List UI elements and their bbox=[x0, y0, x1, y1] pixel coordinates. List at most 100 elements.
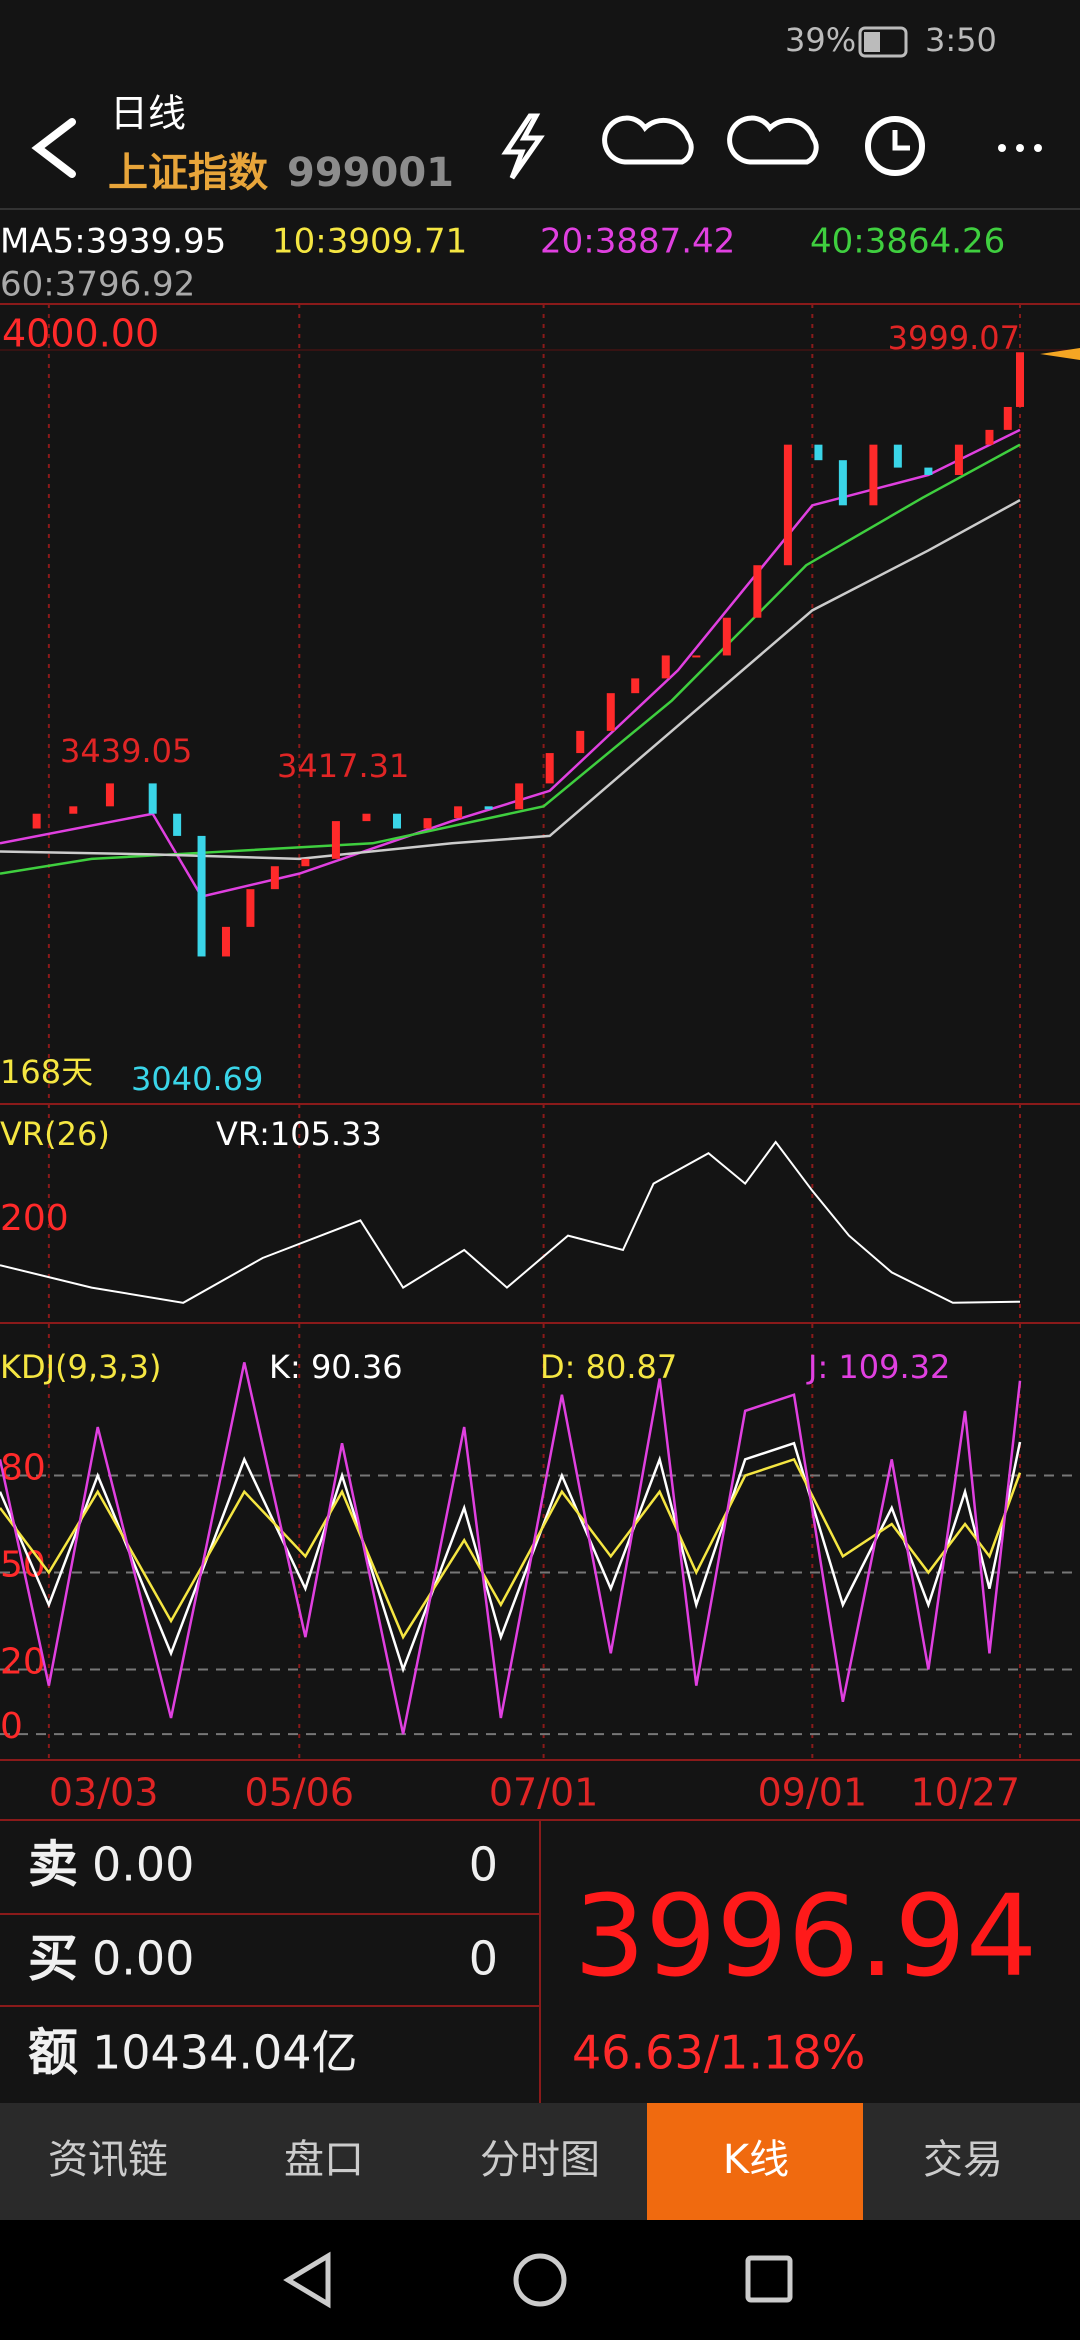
period: 日线 bbox=[110, 92, 186, 136]
candle bbox=[631, 678, 640, 694]
x-tick-label: 10/27 bbox=[910, 1771, 1020, 1815]
candle bbox=[301, 858, 310, 867]
tab-bar bbox=[0, 2103, 1080, 2220]
candle bbox=[173, 813, 182, 836]
x-tick-label: 05/06 bbox=[245, 1771, 355, 1815]
y-tick-label: 4000.00 bbox=[2, 312, 159, 356]
days-label: 168天 bbox=[0, 1053, 93, 1091]
back-button[interactable] bbox=[31, 118, 76, 178]
sell-price: 0.00 bbox=[92, 1838, 194, 1892]
candle bbox=[661, 655, 670, 679]
nav-back[interactable] bbox=[283, 2251, 331, 2309]
candle bbox=[954, 444, 963, 475]
index-code: 999001 bbox=[287, 150, 454, 196]
sell-volume: 0 bbox=[469, 1838, 498, 1892]
nav-bar bbox=[0, 2220, 1080, 2340]
candle bbox=[197, 835, 206, 957]
ma-line bbox=[0, 443, 1021, 875]
indicator-readout: K: 90.36 bbox=[269, 1348, 403, 1386]
candle bbox=[545, 753, 554, 784]
tabs: 资讯链 盘口 分时图 K线 交易 bbox=[48, 2103, 1003, 2220]
price-pointer bbox=[1040, 348, 1080, 360]
cloud-upload-icon[interactable] bbox=[727, 115, 819, 165]
indicator-readout: VR:105.33 bbox=[216, 1115, 382, 1153]
indicator-line bbox=[0, 1140, 1021, 1304]
candle bbox=[576, 730, 585, 754]
battery-icon bbox=[858, 26, 908, 58]
price-change: 46.63/1.18% bbox=[572, 2026, 865, 2080]
candle bbox=[270, 866, 279, 890]
ma-legend: MA5:3939.95 bbox=[0, 222, 226, 262]
candle bbox=[814, 444, 823, 461]
history-hand bbox=[892, 130, 910, 151]
low-label: 3040.69 bbox=[131, 1060, 263, 1098]
x-tick-label: 09/01 bbox=[758, 1771, 868, 1815]
candle bbox=[246, 889, 255, 927]
y-tick-label: 200 bbox=[0, 1198, 69, 1239]
candle bbox=[393, 813, 402, 829]
active-tab bbox=[647, 2103, 863, 2220]
nav-home[interactable] bbox=[513, 2253, 567, 2307]
tab[interactable]: 盘口 bbox=[284, 2137, 364, 2183]
candle bbox=[423, 818, 432, 829]
y-tick-label: 0 bbox=[0, 1706, 23, 1747]
x-tick-label: 07/01 bbox=[489, 1771, 599, 1815]
candle bbox=[221, 926, 230, 957]
candle bbox=[331, 821, 340, 859]
ma-legend: 10:3909.71 bbox=[272, 222, 467, 262]
peak-label: 3417.31 bbox=[277, 747, 409, 785]
candle bbox=[692, 655, 701, 658]
candle bbox=[783, 444, 792, 566]
clock: 3:50 bbox=[925, 21, 997, 59]
amount-value: 10434.04亿 bbox=[92, 2026, 358, 2080]
candle bbox=[924, 467, 933, 475]
more-icon[interactable] bbox=[998, 144, 1042, 152]
indicator-title: KDJ(9,3,3) bbox=[0, 1348, 161, 1386]
history-icon[interactable] bbox=[865, 116, 925, 176]
candle bbox=[893, 444, 902, 468]
tab[interactable]: 分时图 bbox=[480, 2137, 600, 2183]
last-price: 3996.94 bbox=[574, 1872, 1037, 2002]
ma-legend: 20:3887.42 bbox=[540, 222, 735, 262]
index-name: 上证指数 bbox=[108, 150, 268, 196]
candle bbox=[362, 813, 371, 822]
tab[interactable]: 交易 bbox=[923, 2137, 1003, 2183]
battery-level bbox=[864, 32, 880, 52]
indicator-readout: J: 109.32 bbox=[806, 1348, 950, 1386]
buy-price: 0.00 bbox=[92, 1932, 194, 1986]
candle bbox=[753, 565, 762, 618]
high-label: 3999.07 bbox=[888, 319, 1020, 357]
buy-label: 买 bbox=[28, 1930, 78, 1988]
candle bbox=[148, 783, 157, 814]
candle bbox=[515, 783, 524, 810]
y-tick-label: 80 bbox=[0, 1448, 46, 1489]
ma-legend: 60:3796.92 bbox=[0, 265, 195, 305]
tab[interactable]: K线 bbox=[723, 2137, 789, 2183]
buy-volume: 0 bbox=[469, 1932, 498, 1986]
candle bbox=[69, 806, 78, 814]
amount-label: 额 bbox=[28, 2024, 78, 2082]
y-tick-label: 20 bbox=[0, 1641, 46, 1682]
sell-label: 卖 bbox=[28, 1836, 78, 1894]
cloud-download-icon[interactable] bbox=[602, 115, 694, 165]
candle bbox=[32, 813, 41, 829]
candle bbox=[454, 806, 463, 819]
x-tick-label: 03/03 bbox=[49, 1771, 159, 1815]
peak-label: 3439.05 bbox=[60, 732, 192, 770]
candle bbox=[1016, 352, 1024, 407]
candle bbox=[1003, 406, 1012, 430]
indicator-title: VR(26) bbox=[0, 1115, 110, 1153]
flash-icon[interactable] bbox=[501, 113, 545, 180]
panel-borders bbox=[0, 303, 1080, 2103]
tab[interactable]: 资讯链 bbox=[48, 2137, 168, 2183]
nav-recent[interactable] bbox=[745, 2255, 793, 2303]
candle bbox=[722, 617, 731, 656]
battery-percent: 39% bbox=[785, 21, 856, 59]
candle bbox=[869, 444, 878, 506]
candle bbox=[985, 429, 994, 445]
ma-legend: 40:3864.26 bbox=[810, 222, 1005, 262]
candle bbox=[838, 460, 847, 506]
indicator-line bbox=[0, 1362, 1022, 1735]
